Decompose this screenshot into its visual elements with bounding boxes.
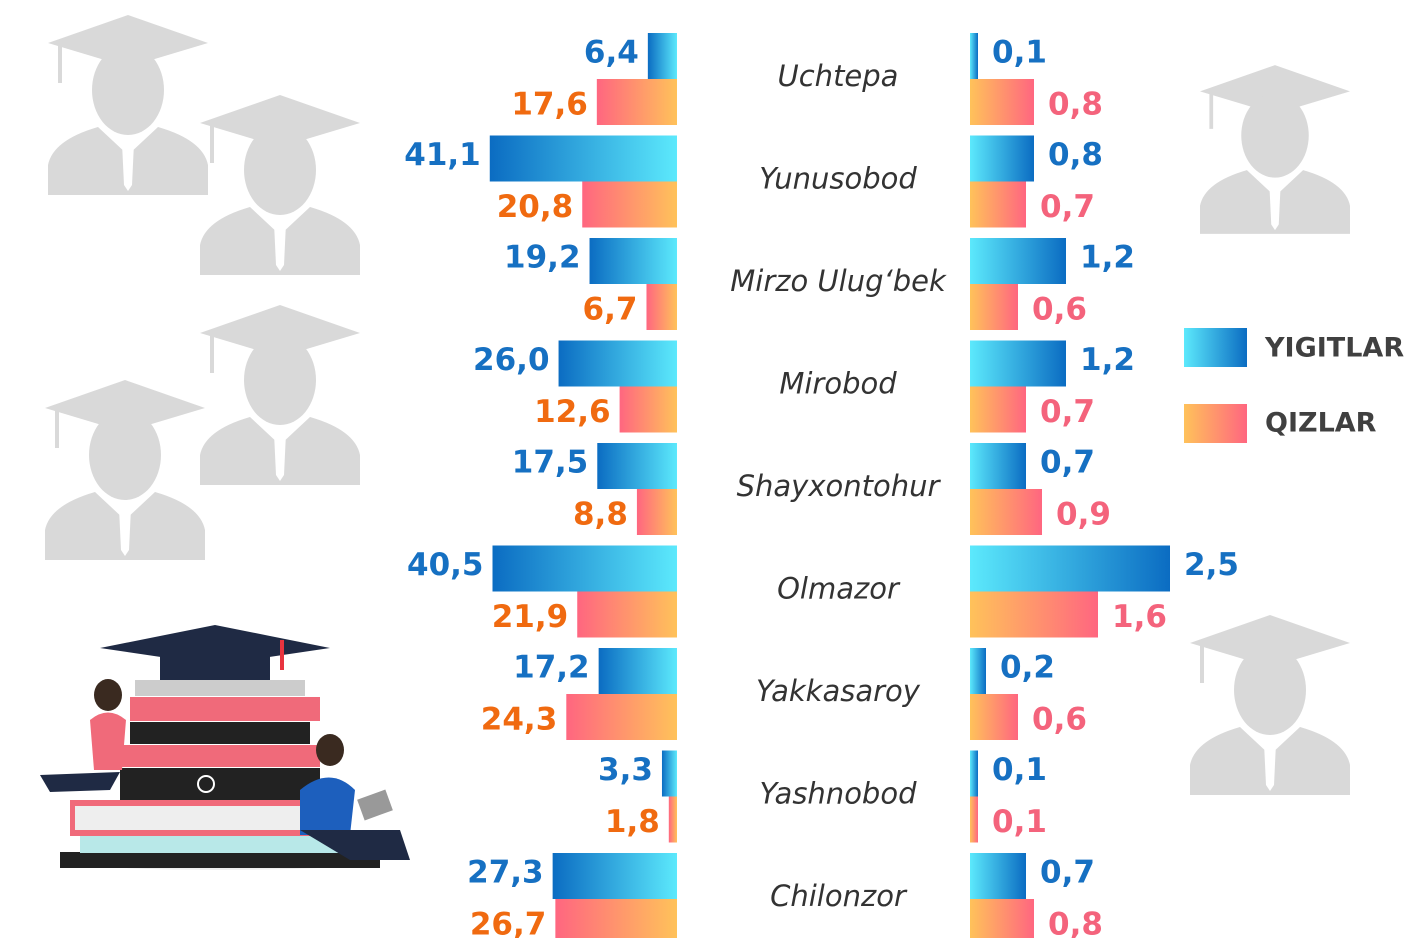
value-label: 0,6 xyxy=(1032,292,1087,328)
category-label: Mirobod xyxy=(779,367,897,401)
bar xyxy=(970,853,1026,899)
category-label: Yashnobod xyxy=(760,777,918,811)
bar xyxy=(490,136,677,182)
bar xyxy=(493,546,678,592)
value-label: 2,5 xyxy=(1184,547,1239,583)
legend-label: QIZLAR xyxy=(1265,408,1377,439)
bar xyxy=(559,341,677,387)
value-label: 19,2 xyxy=(504,240,581,276)
category-label: Chilonzor xyxy=(770,879,908,913)
bar xyxy=(970,489,1042,535)
bar xyxy=(970,33,978,79)
bar xyxy=(970,136,1034,182)
value-label: 17,2 xyxy=(513,650,590,686)
value-label: 0,9 xyxy=(1056,497,1111,533)
bar xyxy=(970,182,1026,228)
value-label: 24,3 xyxy=(481,702,558,738)
value-label: 6,4 xyxy=(584,35,639,71)
chart: YIGITLAR QIZLAR Uchtepa 6,4 0,1 17,6 0,8 Yunu… xyxy=(0,0,1410,938)
bar xyxy=(582,182,677,228)
value-label: 26,0 xyxy=(473,342,550,378)
value-label: 27,3 xyxy=(467,855,544,891)
value-label: 1,6 xyxy=(1112,599,1167,635)
bar xyxy=(597,443,677,489)
bar xyxy=(970,546,1170,592)
value-label: 0,7 xyxy=(1040,445,1095,481)
value-label: 0,2 xyxy=(1000,650,1055,686)
value-label: 0,7 xyxy=(1040,394,1095,430)
bar xyxy=(597,79,677,125)
bar xyxy=(970,79,1034,125)
value-label: 17,6 xyxy=(511,87,588,123)
category-label: Mirzo Ulug‘bek xyxy=(730,264,947,298)
bar xyxy=(970,797,978,843)
category-label: Yunusobod xyxy=(759,162,917,196)
value-label: 1,2 xyxy=(1080,240,1135,276)
bar xyxy=(970,592,1098,638)
bar xyxy=(637,489,677,535)
value-label: 17,5 xyxy=(512,445,589,481)
bar xyxy=(970,238,1066,284)
bar xyxy=(620,387,677,433)
category-label: Shayxontohur xyxy=(737,469,942,503)
bar xyxy=(599,648,677,694)
bar xyxy=(590,238,677,284)
bar xyxy=(577,592,677,638)
bar xyxy=(669,797,677,843)
value-label: 0,6 xyxy=(1032,702,1087,738)
value-label: 8,8 xyxy=(573,497,628,533)
bar xyxy=(646,284,677,330)
value-label: 0,8 xyxy=(1048,87,1103,123)
legend-label: YIGITLAR xyxy=(1264,333,1404,364)
value-label: 6,7 xyxy=(583,292,638,328)
bar xyxy=(555,899,677,938)
bar xyxy=(970,284,1018,330)
value-label: 26,7 xyxy=(470,907,547,938)
value-label: 41,1 xyxy=(404,137,481,173)
value-label: 12,6 xyxy=(534,394,611,430)
bar xyxy=(553,853,677,899)
bar xyxy=(970,341,1066,387)
bar xyxy=(970,648,986,694)
illustration xyxy=(40,625,410,870)
value-label: 3,3 xyxy=(598,752,653,788)
value-label: 0,7 xyxy=(1040,855,1095,891)
bar xyxy=(970,751,978,797)
category-label: Uchtepa xyxy=(778,59,899,93)
legend-swatch xyxy=(1184,328,1247,367)
category-label: Olmazor xyxy=(777,572,901,606)
value-label: 0,8 xyxy=(1048,137,1103,173)
value-label: 21,9 xyxy=(492,599,569,635)
value-label: 1,8 xyxy=(605,804,660,840)
bar xyxy=(970,443,1026,489)
value-label: 0,1 xyxy=(992,35,1047,71)
bar xyxy=(662,751,677,797)
value-label: 0,1 xyxy=(992,804,1047,840)
value-label: 20,8 xyxy=(497,189,574,225)
bar xyxy=(970,694,1018,740)
category-label: Yakkasaroy xyxy=(756,674,921,708)
value-label: 0,7 xyxy=(1040,189,1095,225)
value-label: 40,5 xyxy=(407,547,484,583)
bar xyxy=(648,33,677,79)
legend-swatch xyxy=(1184,404,1247,443)
value-label: 0,1 xyxy=(992,752,1047,788)
bar xyxy=(970,899,1034,938)
bar xyxy=(970,387,1026,433)
value-label: 1,2 xyxy=(1080,342,1135,378)
decoration xyxy=(40,15,1350,870)
bar xyxy=(566,694,677,740)
value-label: 0,8 xyxy=(1048,907,1103,938)
